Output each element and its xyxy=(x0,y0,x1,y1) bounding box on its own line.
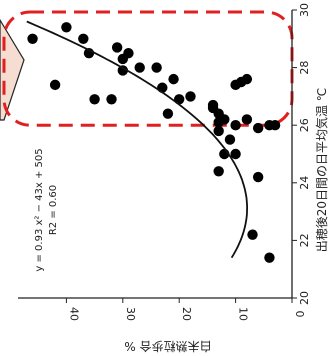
data-point xyxy=(162,108,174,119)
temperature-tick-label: 24 xyxy=(298,176,311,190)
data-point xyxy=(111,42,123,53)
temperature-tick-label: 20 xyxy=(298,291,311,305)
temperature-tick-label: 26 xyxy=(298,118,311,132)
data-point xyxy=(230,148,241,160)
data-point xyxy=(117,65,128,76)
highlight-region xyxy=(2,10,294,127)
data-point xyxy=(252,122,264,134)
data-point xyxy=(247,229,258,240)
x-axis-label: 出穂後20日間の日平均気温 ℃ xyxy=(314,88,329,253)
data-point xyxy=(168,73,179,85)
temperature-tick-label: 22 xyxy=(298,233,311,247)
r-squared-label: R2 = 0.60 xyxy=(48,185,59,235)
callout-shape xyxy=(0,18,25,121)
y-axis-label: 白未熟粒歩合 % xyxy=(124,339,211,354)
percentage-tick-label: 30 xyxy=(124,307,137,321)
data-point xyxy=(106,94,117,105)
temperature-tick-label: 30 xyxy=(298,3,311,17)
tick-group: 20 22 24 26 28 30 0 10 20 30 40 xyxy=(65,3,311,321)
percentage-tick-label: 40 xyxy=(67,307,80,321)
trendline-equation: y = 0.93 x² − 43x + 505 xyxy=(34,148,45,271)
data-point xyxy=(241,73,253,85)
data-point xyxy=(61,22,72,33)
percentage-tick-label: 0 xyxy=(293,311,306,318)
data-point xyxy=(224,134,236,145)
data-point xyxy=(213,166,224,177)
data-point xyxy=(49,79,61,91)
data-point xyxy=(241,114,253,125)
data-point xyxy=(219,114,230,125)
data-point xyxy=(117,53,128,65)
data-point xyxy=(252,171,264,183)
data-point xyxy=(269,120,281,131)
data-point xyxy=(78,33,89,44)
data-point xyxy=(213,125,224,137)
data-point xyxy=(185,91,196,102)
data-point xyxy=(230,120,241,131)
percentage-tick-label: 10 xyxy=(237,307,250,321)
temperature-tick-label: 28 xyxy=(298,61,311,75)
data-point xyxy=(151,62,162,73)
percentage-tick-label: 20 xyxy=(180,307,193,321)
data-point xyxy=(264,252,275,263)
data-point xyxy=(27,33,38,44)
data-point xyxy=(89,94,100,105)
trend-curve xyxy=(26,20,248,259)
point-group xyxy=(27,22,281,263)
data-point xyxy=(134,62,145,73)
